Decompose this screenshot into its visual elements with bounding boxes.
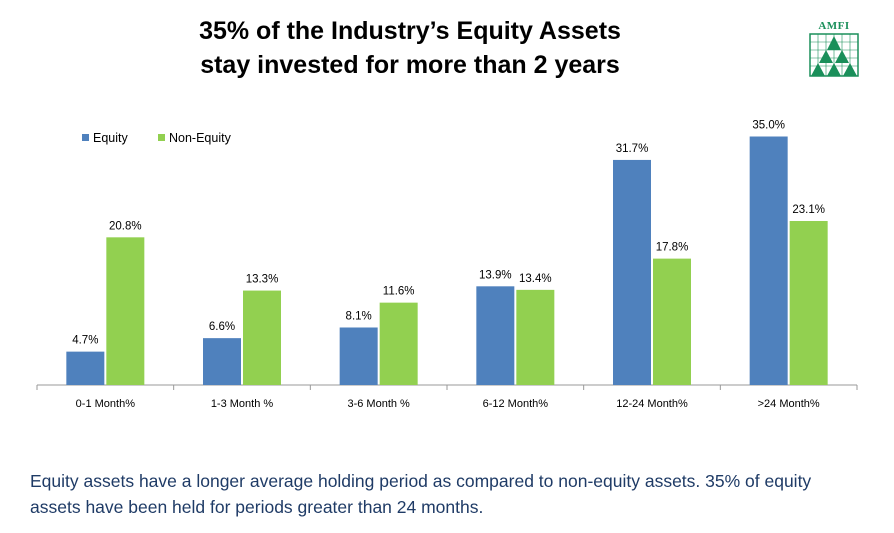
data-label: 35.0%	[752, 120, 785, 132]
footer-note: Equity assets have a longer average hold…	[30, 471, 812, 517]
data-label: 17.8%	[656, 242, 689, 254]
data-label: 6.6%	[209, 321, 235, 333]
bar-equity	[613, 159, 651, 385]
x-tick-label: 12-24 Month%	[616, 398, 688, 410]
bar-equity	[203, 338, 241, 385]
bar-non-equity	[653, 258, 691, 385]
data-label: 31.7%	[616, 143, 649, 155]
legend-label: Non-Equity	[169, 131, 232, 145]
bar-equity	[66, 351, 105, 385]
chart-title: 35% of the Industry’s Equity Assets stay…	[0, 14, 820, 82]
bar-equity	[749, 136, 788, 385]
x-tick-label: 1-3 Month %	[211, 398, 274, 410]
data-label: 8.1%	[346, 310, 372, 322]
legend-label: Equity	[93, 131, 128, 145]
amfi-logo: AMFI	[806, 20, 862, 78]
chart-svg: 4.7% 20.8% 0-1 Month% 6.6% 13.3% 1-3 Month % 8…	[36, 120, 858, 410]
bar-non-equity	[379, 302, 418, 385]
data-label: 13.9%	[479, 269, 512, 281]
x-tick-label: 3-6 Month %	[347, 398, 410, 410]
bar-chart: 4.7% 20.8% 0-1 Month% 6.6% 13.3% 1-3 Month % 8…	[0, 100, 894, 430]
title-line-1: 35% of the Industry’s Equity Assets	[199, 17, 621, 45]
bar-equity	[339, 327, 378, 385]
legend-swatch	[158, 134, 165, 141]
data-label: 4.7%	[72, 335, 98, 347]
logo-triangles-icon	[809, 33, 859, 77]
logo-text: AMFI	[818, 20, 850, 32]
bar-non-equity	[243, 290, 281, 385]
data-label: 13.3%	[246, 274, 279, 286]
bar-non-equity	[106, 237, 145, 385]
data-label: 11.6%	[383, 286, 415, 298]
data-label: 13.4%	[519, 273, 552, 285]
x-tick-label: >24 Month%	[758, 398, 820, 410]
title-line-2: stay invested for more than 2 years	[200, 51, 620, 79]
data-label: 23.1%	[792, 204, 825, 216]
x-tick-label: 0-1 Month%	[76, 398, 136, 410]
legend-swatch	[82, 134, 89, 141]
bar-equity	[476, 286, 515, 385]
bar-non-equity	[789, 220, 828, 385]
x-tick-label: 6-12 Month%	[483, 398, 549, 410]
data-label: 20.8%	[109, 220, 142, 232]
bar-non-equity	[516, 289, 555, 385]
